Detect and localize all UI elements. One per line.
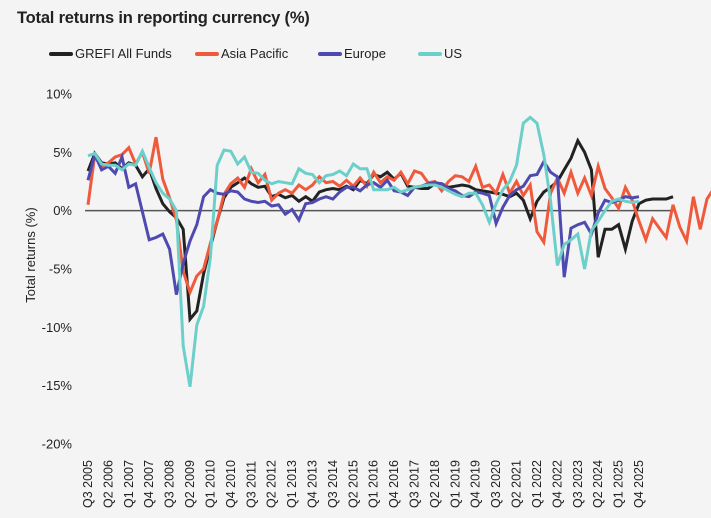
y-axis-ticks: 10% 5% 0% -5% -10% -15% -20% bbox=[42, 87, 73, 452]
legend-swatch-grefi bbox=[49, 51, 73, 56]
x-tick-label: Q3 2011 bbox=[244, 461, 258, 508]
x-tick-label: Q2 2006 bbox=[101, 460, 115, 508]
x-tick-label: Q2 2009 bbox=[183, 460, 197, 508]
x-tick-label: Q3 2023 bbox=[571, 460, 585, 508]
y-tick-label: -20% bbox=[42, 437, 73, 452]
x-tick-label: Q3 2017 bbox=[408, 460, 422, 508]
y-tick-label: -5% bbox=[49, 262, 73, 277]
legend-label-asia-pacific: Asia Pacific bbox=[221, 46, 289, 61]
legend-item-europe: Europe bbox=[318, 46, 386, 61]
legend-label-us: US bbox=[444, 46, 463, 61]
x-tick-label: Q2 2012 bbox=[265, 460, 279, 508]
x-tick-label: Q4 2007 bbox=[142, 460, 156, 508]
y-axis-label: Total returns (%) bbox=[23, 207, 38, 302]
series-line-europe bbox=[86, 150, 640, 296]
x-tick-label: Q4 2019 bbox=[469, 460, 483, 508]
x-tick-label: Q3 2014 bbox=[326, 460, 340, 508]
x-tick-label: Q2 2018 bbox=[428, 460, 442, 508]
x-axis-ticks: Q3 2005 Q2 2006 Q1 2007 Q4 2007 Q3 2008 Q2 20… bbox=[81, 460, 646, 508]
x-tick-label: Q4 2010 bbox=[224, 460, 238, 508]
x-tick-label: Q1 2025 bbox=[612, 460, 626, 508]
y-tick-label: 10% bbox=[46, 87, 72, 102]
legend-label-europe: Europe bbox=[344, 46, 386, 61]
x-tick-label: Q4 2016 bbox=[387, 460, 401, 508]
x-tick-label: Q2 2015 bbox=[346, 460, 360, 508]
x-tick-label: Q4 2013 bbox=[306, 460, 320, 508]
legend-swatch-europe bbox=[318, 51, 342, 56]
x-tick-label: Q1 2013 bbox=[285, 460, 299, 508]
x-tick-label: Q2 2021 bbox=[510, 460, 524, 508]
y-tick-label: -15% bbox=[42, 378, 73, 393]
x-tick-label: Q3 2008 bbox=[163, 460, 177, 508]
x-tick-label: Q2 2024 bbox=[591, 460, 605, 508]
x-tick-label: Q4 2025 bbox=[632, 460, 646, 508]
x-tick-label: Q1 2022 bbox=[530, 460, 544, 508]
legend: GREFI All Funds Asia Pacific Europe US bbox=[0, 46, 711, 66]
x-tick-label: Q1 2007 bbox=[122, 460, 136, 508]
y-tick-label: -10% bbox=[42, 320, 73, 335]
legend-swatch-us bbox=[418, 51, 442, 56]
x-tick-label: Q3 2020 bbox=[489, 460, 503, 508]
series-lines bbox=[86, 115, 711, 388]
x-tick-label: Q3 2005 bbox=[81, 460, 95, 508]
x-tick-label: Q1 2019 bbox=[448, 460, 462, 508]
x-tick-label: Q1 2016 bbox=[367, 460, 381, 508]
y-tick-label: 0% bbox=[53, 203, 72, 218]
series-line-us bbox=[87, 115, 640, 388]
legend-item-asia-pacific: Asia Pacific bbox=[195, 46, 288, 61]
x-tick-label: Q4 2022 bbox=[550, 460, 564, 508]
legend-label-grefi: GREFI All Funds bbox=[75, 46, 172, 61]
chart-title: Total returns in reporting currency (%) bbox=[17, 9, 310, 27]
legend-swatch-asia-pacific bbox=[195, 51, 219, 56]
legend-item-us: US bbox=[418, 46, 462, 61]
x-tick-label: Q1 2010 bbox=[203, 460, 217, 508]
legend-item-grefi: GREFI All Funds bbox=[49, 46, 172, 61]
y-tick-label: 5% bbox=[53, 145, 72, 160]
